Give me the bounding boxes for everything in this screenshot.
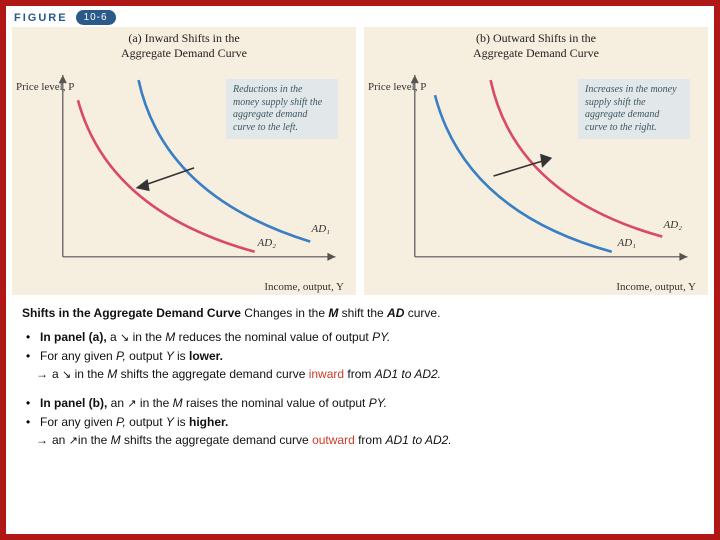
a3a: a (52, 367, 62, 381)
bullet-list: In panel (a), a ↘ in the M reduces the n… (22, 329, 698, 383)
bullet-b2: For any given P, output Y is higher. (22, 414, 698, 430)
panel-b: (b) Outward Shifts in the Aggregate Dema… (364, 27, 708, 295)
a3e: from (344, 367, 375, 381)
b3a: an (52, 433, 69, 447)
up-arrow-icon: ↗ (127, 397, 136, 412)
b3d: outward (312, 433, 355, 447)
a2b: P, (116, 349, 126, 363)
figure-label: FIGURE (14, 12, 68, 24)
a1a: In panel (a), (40, 330, 107, 344)
body-text: Shifts in the Aggregate Demand Curve Cha… (6, 295, 714, 457)
a3d: inward (309, 367, 344, 381)
lead-line: Shifts in the Aggregate Demand Curve Cha… (22, 305, 698, 321)
a2d: Y (166, 349, 177, 363)
b2e: is (177, 415, 189, 429)
a1-m: M (165, 330, 175, 344)
b1a: In panel (b), (40, 396, 107, 410)
a1c: in the (129, 330, 165, 344)
panel-b-chart: Increases in the money supply shift the … (372, 75, 700, 277)
panel-a-x-axis-label: Income, output, Y (264, 281, 344, 293)
panel-b-x-axis-label: Income, output, Y (616, 281, 696, 293)
arrow-a3: a ↘ in the M shifts the aggregate demand… (22, 366, 698, 383)
panels-row: (a) Inward Shifts in the Aggregate Deman… (6, 27, 714, 295)
panel-a-title: (a) Inward Shifts in the Aggregate Deman… (12, 27, 356, 63)
a3c: shifts the aggregate demand curve (117, 367, 308, 381)
panel-a-title-line1: (a) Inward Shifts in the (128, 31, 239, 45)
a3-m: M (107, 367, 117, 381)
down-arrow-icon: ↘ (62, 368, 71, 383)
a2c: output (126, 349, 166, 363)
lead-bold: Shifts in the Aggregate Demand Curve (22, 306, 241, 320)
a3f: AD1 to AD2. (375, 367, 441, 381)
b3f: AD1 to AD2. (385, 433, 451, 447)
a2a: For any given (40, 349, 116, 363)
b2d: Y (166, 415, 177, 429)
b2f: higher. (189, 415, 228, 429)
a1e: PY. (372, 330, 390, 344)
panel-a: (a) Inward Shifts in the Aggregate Deman… (12, 27, 356, 295)
bullet-list-2: In panel (b), an ↗ in the M raises the n… (22, 395, 698, 449)
b1c: in the (137, 396, 173, 410)
panel-b-callout: Increases in the money supply shift the … (578, 79, 690, 139)
panel-a-label-ad1: AD₁ (312, 223, 331, 235)
b3b: in the (78, 433, 111, 447)
a3b: in the (71, 367, 107, 381)
panel-b-title-line2: Aggregate Demand Curve (473, 46, 599, 60)
a1d: reduces the nominal value of output (175, 330, 372, 344)
lead-r3: curve. (404, 306, 440, 320)
bullet-a2: For any given P, output Y is lower. (22, 348, 698, 364)
a2f: lower. (189, 349, 223, 363)
b2c: output (126, 415, 166, 429)
slide-page: FIGURE 10-6 (a) Inward Shifts in the Agg… (6, 6, 714, 534)
lead-ad: AD (387, 306, 404, 320)
panel-b-label-ad2: AD₂ (664, 219, 683, 231)
figure-header: FIGURE 10-6 (6, 6, 714, 27)
b2a: For any given (40, 415, 116, 429)
b1b: an (107, 396, 127, 410)
arrow-b3: an ↗in the M shifts the aggregate demand… (22, 432, 698, 449)
panel-b-label-ad1: AD₁ (618, 237, 637, 249)
b3c: shifts the aggregate demand curve (121, 433, 312, 447)
lead-r1: Changes in the (241, 306, 328, 320)
b1e: PY. (369, 396, 387, 410)
down-arrow-icon: ↘ (120, 331, 129, 346)
figure-number-badge: 10-6 (76, 10, 116, 25)
b3e: from (355, 433, 386, 447)
panel-a-chart: Reductions in the money supply shift the… (20, 75, 348, 277)
b1-m: M (173, 396, 183, 410)
panel-a-callout: Reductions in the money supply shift the… (226, 79, 338, 139)
up-arrow-icon: ↗ (69, 434, 78, 449)
panel-a-label-ad2: AD₂ (258, 237, 277, 249)
a2e: is (177, 349, 189, 363)
bullet-a1: In panel (a), a ↘ in the M reduces the n… (22, 329, 698, 346)
b1d: raises the nominal value of output (183, 396, 369, 410)
lead-m: M (328, 306, 338, 320)
b3-m: M (111, 433, 121, 447)
b2b: P, (116, 415, 126, 429)
spacer (22, 385, 698, 395)
a1b: a (107, 330, 120, 344)
panel-b-title: (b) Outward Shifts in the Aggregate Dema… (364, 27, 708, 63)
bullet-b1: In panel (b), an ↗ in the M raises the n… (22, 395, 698, 412)
panel-b-title-line1: (b) Outward Shifts in the (476, 31, 596, 45)
lead-r2: shift the (338, 306, 387, 320)
panel-a-title-line2: Aggregate Demand Curve (121, 46, 247, 60)
